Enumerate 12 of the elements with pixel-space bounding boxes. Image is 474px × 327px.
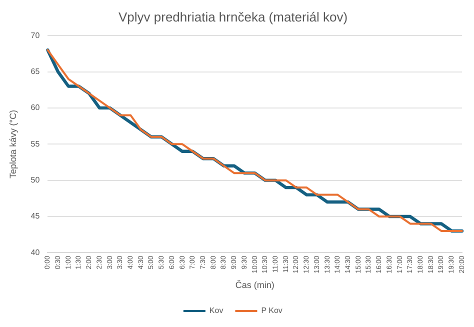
y-axis-title: Teplota kávy (°C) xyxy=(8,110,18,178)
y-tick-label: 70 xyxy=(30,30,40,40)
legend-label: Kov xyxy=(209,306,224,316)
legend-label: P Kov xyxy=(261,306,282,316)
y-tick-label: 50 xyxy=(30,176,40,185)
y-tick-label: 40 xyxy=(30,248,40,257)
y-tick-label: 60 xyxy=(30,103,40,112)
y-tick-label: 55 xyxy=(30,139,40,148)
x-axis-title: Čas (min) xyxy=(235,280,274,290)
chart-title: Vplyv predhriatia hrnčeka (materiál kov) xyxy=(118,9,348,24)
y-tick-label: 65 xyxy=(30,66,40,76)
y-tick-label: 45 xyxy=(30,212,40,221)
